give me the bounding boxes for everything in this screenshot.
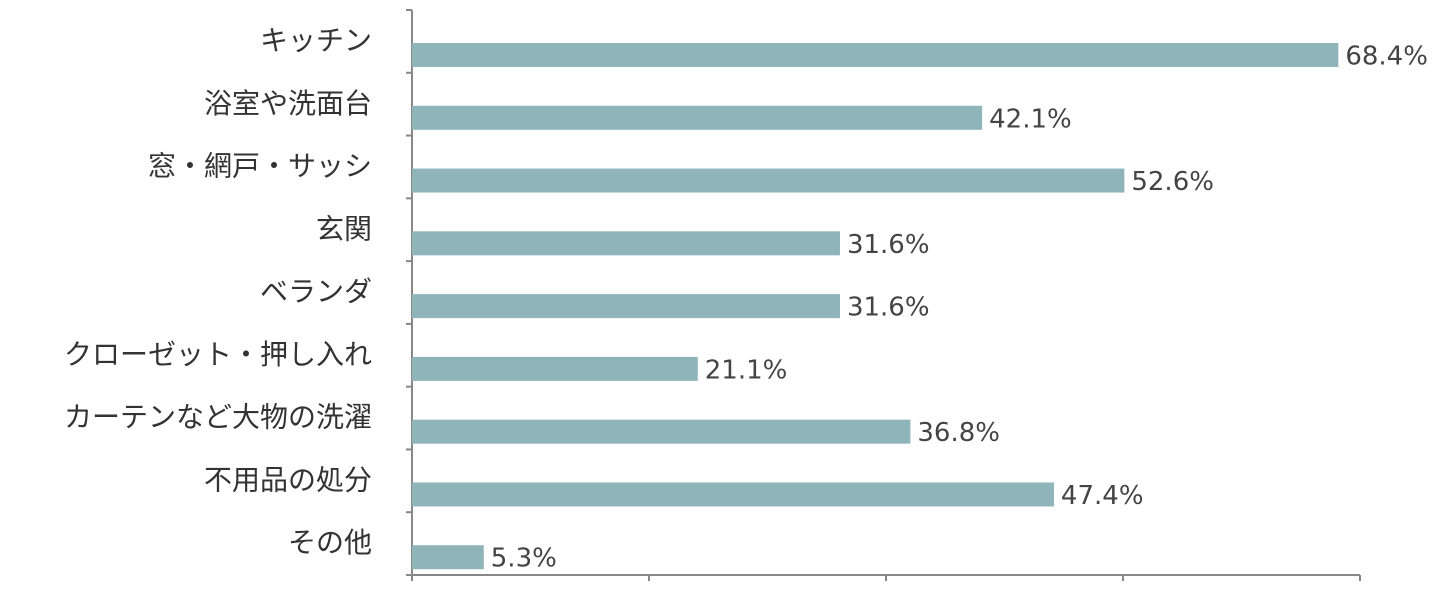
value-label: 31.6%	[847, 230, 930, 260]
category-label: ベランダ	[260, 275, 372, 308]
category-label: 不用品の処分	[204, 463, 372, 496]
category-label: 浴室や洗面台	[204, 87, 372, 120]
category-label: 窓・網戸・サッシ	[148, 150, 372, 183]
category-label: カーテンなど大物の洗濯	[64, 401, 372, 434]
category-label: 玄関	[316, 212, 372, 245]
value-label: 52.6%	[1131, 167, 1214, 197]
bar	[412, 482, 1054, 507]
category-label: その他	[288, 526, 372, 559]
bar	[412, 356, 698, 381]
bar	[412, 105, 983, 130]
bar	[412, 419, 911, 444]
bar	[412, 231, 840, 256]
value-label: 21.1%	[705, 355, 788, 385]
bar	[412, 294, 840, 319]
value-label: 42.1%	[989, 104, 1072, 134]
value-label: 5.3%	[491, 544, 557, 574]
bar	[412, 545, 484, 570]
value-label: 31.6%	[847, 293, 930, 323]
category-label: クローゼット・押し入れ	[64, 338, 372, 371]
category-label: キッチン	[260, 24, 372, 57]
value-label: 68.4%	[1345, 42, 1428, 72]
value-label: 36.8%	[917, 418, 1000, 448]
bar	[412, 168, 1125, 193]
bar	[412, 43, 1339, 67]
value-label: 47.4%	[1061, 481, 1144, 511]
